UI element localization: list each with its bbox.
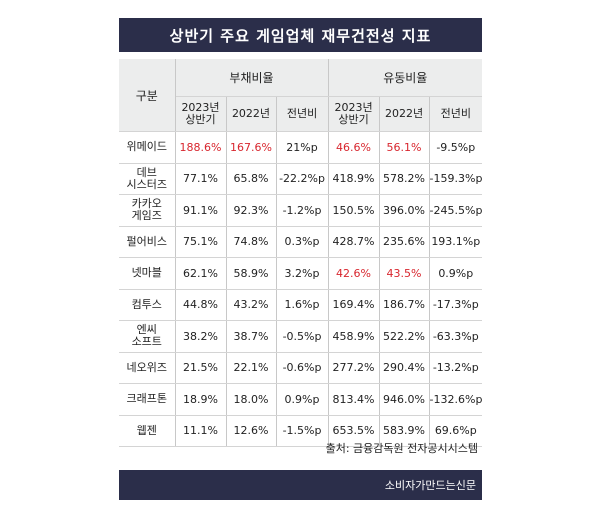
- liq-yoy-cell: -63.3%p: [429, 320, 483, 353]
- liq-h1-2023-cell: 46.6%: [327, 131, 380, 164]
- debt-yoy-cell: -22.2%p: [276, 163, 329, 195]
- liq-2022-cell: 522.2%: [379, 320, 430, 353]
- liq-h1-2023-cell: 813.4%: [327, 383, 380, 416]
- debt-2022-cell: 43.2%: [226, 289, 277, 321]
- liq-yoy-cell: -245.5%p: [429, 194, 483, 227]
- table-row: 위메이드 188.6% 167.6% 21%p 46.6% 56.1% -9.5%p: [119, 131, 483, 164]
- liq-h1-2023-cell: 428.7%: [327, 226, 380, 258]
- liq-2022-cell: 578.2%: [379, 163, 430, 195]
- liq-h1-2023-cell: 169.4%: [327, 289, 380, 321]
- category-header: 구분: [119, 59, 176, 132]
- publisher-footer: 소비자가만드는신문: [119, 470, 482, 500]
- table-row: 펄어비스 75.1% 74.8% 0.3%p 428.7% 235.6% 193.1%p: [119, 226, 483, 258]
- table-row: 엔씨 소프트 38.2% 38.7% -0.5%p 458.9% 522.2% -63.3%…: [119, 320, 483, 353]
- debt-h1-2023-cell: 21.5%: [175, 352, 227, 384]
- liq-yoy-cell: -159.3%p: [429, 163, 483, 195]
- liq-h1-2023-cell: 42.6%: [327, 257, 380, 290]
- liq-yoy-cell: 193.1%p: [429, 226, 483, 258]
- debt-2022-cell: 92.3%: [226, 194, 277, 227]
- liq-h1-2023-cell: 418.9%: [327, 163, 380, 195]
- liq-yoy-header: 전년비: [429, 96, 483, 132]
- debt-yoy-cell: -1.2%p: [276, 194, 329, 227]
- table-row: 넷마블 62.1% 58.9% 3.2%p 42.6% 43.5% 0.9%p: [119, 257, 483, 290]
- company-name-cell: 웹젠: [119, 415, 176, 447]
- liq-2022-cell: 235.6%: [379, 226, 430, 258]
- debt-2022-header: 2022년: [226, 96, 277, 132]
- infographic-card: 상반기 주요 게임업체 재무건전성 지표 구분 부채비율 유동비율 2023년 …: [119, 18, 483, 500]
- liq-h1-2023-header: 2023년 상반기: [327, 96, 380, 132]
- debt-2022-cell: 22.1%: [226, 352, 277, 384]
- liq-2022-cell: 290.4%: [379, 352, 430, 384]
- liq-h1-2023-cell: 458.9%: [327, 320, 380, 353]
- liq-h1-2023-cell: 277.2%: [327, 352, 380, 384]
- liq-2022-cell: 186.7%: [379, 289, 430, 321]
- debt-h1-2023-cell: 77.1%: [175, 163, 227, 195]
- debt-yoy-header: 전년비: [276, 96, 329, 132]
- debt-h1-2023-cell: 38.2%: [175, 320, 227, 353]
- debt-h1-2023-cell: 75.1%: [175, 226, 227, 258]
- table-row: 카카오 게임즈 91.1% 92.3% -1.2%p 150.5% 396.0% -245.…: [119, 194, 483, 227]
- debt-yoy-cell: -0.5%p: [276, 320, 329, 353]
- liq-2022-cell: 56.1%: [379, 131, 430, 164]
- liq-2022-cell: 396.0%: [379, 194, 430, 227]
- company-name-cell: 컴투스: [119, 289, 176, 321]
- source-note: 출처: 금융감독원 전자공시시스템: [325, 442, 478, 455]
- table-row: 컴투스 44.8% 43.2% 1.6%p 169.4% 186.7% -17.3%p: [119, 289, 483, 321]
- header-row-groups: 구분 부채비율 유동비율: [119, 59, 483, 132]
- debt-h1-2023-header: 2023년 상반기: [175, 96, 227, 132]
- debt-yoy-cell: -0.6%p: [276, 352, 329, 384]
- liq-yoy-cell: -13.2%p: [429, 352, 483, 384]
- liq-2022-cell: 583.9%: [379, 415, 430, 447]
- table-row: 크래프톤 18.9% 18.0% 0.9%p 813.4% 946.0% -132.6%p: [119, 383, 483, 416]
- debt-yoy-cell: 0.3%p: [276, 226, 329, 258]
- debt-yoy-cell: 3.2%p: [276, 257, 329, 290]
- company-name-cell: 넷마블: [119, 257, 176, 290]
- company-name-cell: 네오위즈: [119, 352, 176, 384]
- liq-yoy-cell: 0.9%p: [429, 257, 483, 290]
- debt-yoy-cell: 0.9%p: [276, 383, 329, 416]
- debt-2022-cell: 12.6%: [226, 415, 277, 447]
- liq-2022-cell: 43.5%: [379, 257, 430, 290]
- liq-yoy-cell: -9.5%p: [429, 131, 483, 164]
- debt-yoy-cell: 21%p: [276, 131, 329, 164]
- debt-2022-cell: 74.8%: [226, 226, 277, 258]
- debt-h1-2023-cell: 44.8%: [175, 289, 227, 321]
- debt-2022-cell: 167.6%: [226, 131, 277, 164]
- liq-yoy-cell: 69.6%p: [429, 415, 483, 447]
- page-title: 상반기 주요 게임업체 재무건전성 지표: [119, 18, 482, 52]
- company-name-cell: 위메이드: [119, 131, 176, 164]
- header-row-columns: 2023년 상반기 2022년 전년비 2023년 상반기 2022년 전년비: [119, 96, 483, 132]
- table-row: 웹젠 11.1% 12.6% -1.5%p 653.5% 583.9% 69.6%p: [119, 415, 483, 447]
- debt-h1-2023-cell: 11.1%: [175, 415, 227, 447]
- debt-2022-cell: 18.0%: [226, 383, 277, 416]
- table-row: 네오위즈 21.5% 22.1% -0.6%p 277.2% 290.4% -13.2%p: [119, 352, 483, 384]
- debt-2022-cell: 58.9%: [226, 257, 277, 290]
- financial-table: 구분 부채비율 유동비율 2023년 상반기 2022년 전년비 2023년 상…: [119, 59, 483, 447]
- company-name-cell: 카카오 게임즈: [119, 194, 176, 227]
- debt-h1-2023-cell: 18.9%: [175, 383, 227, 416]
- company-name-cell: 데브 시스터즈: [119, 163, 176, 195]
- liq-yoy-cell: -17.3%p: [429, 289, 483, 321]
- company-name-cell: 엔씨 소프트: [119, 320, 176, 353]
- debt-2022-cell: 38.7%: [226, 320, 277, 353]
- debt-h1-2023-cell: 188.6%: [175, 131, 227, 164]
- liq-h1-2023-cell: 150.5%: [327, 194, 380, 227]
- liquidity-ratio-header: 유동비율: [327, 59, 483, 97]
- company-name-cell: 크래프톤: [119, 383, 176, 416]
- debt-h1-2023-cell: 91.1%: [175, 194, 227, 227]
- debt-h1-2023-cell: 62.1%: [175, 257, 227, 290]
- liq-h1-2023-cell: 653.5%: [327, 415, 380, 447]
- liq-yoy-cell: -132.6%p: [429, 383, 483, 416]
- debt-yoy-cell: 1.6%p: [276, 289, 329, 321]
- debt-ratio-header: 부채비율: [175, 59, 329, 97]
- table-row: 데브 시스터즈 77.1% 65.8% -22.2%p 418.9% 578.2% -159…: [119, 163, 483, 195]
- liq-2022-cell: 946.0%: [379, 383, 430, 416]
- debt-yoy-cell: -1.5%p: [276, 415, 329, 447]
- company-name-cell: 펄어비스: [119, 226, 176, 258]
- table-body: 위메이드 188.6% 167.6% 21%p 46.6% 56.1% -9.5%p 데브 시…: [119, 131, 483, 447]
- liq-2022-header: 2022년: [379, 96, 430, 132]
- debt-2022-cell: 65.8%: [226, 163, 277, 195]
